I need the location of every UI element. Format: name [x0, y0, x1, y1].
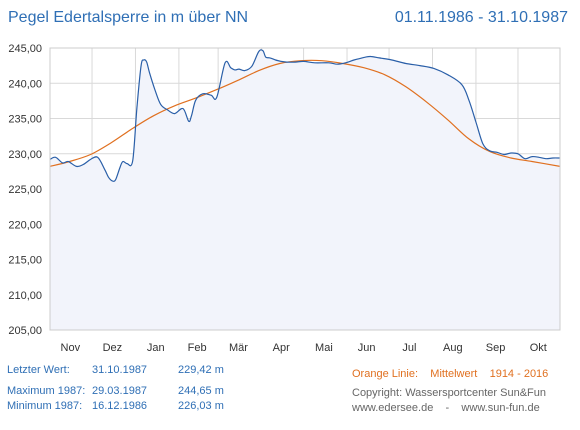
level-area-fill — [50, 49, 560, 331]
x-tick-label: Okt — [530, 342, 547, 354]
x-tick-label: Jan — [147, 342, 165, 354]
x-tick-label: Mai — [315, 342, 333, 354]
y-tick-label: 215,00 — [8, 255, 42, 267]
y-tick-label: 210,00 — [8, 290, 42, 302]
last-value-date: 31.10.1987 — [92, 364, 148, 376]
x-axis-ticks: Nov Dez Jan Feb Mär Apr Mai Jun Jul Aug Sep Okt — [61, 342, 547, 354]
chart-title: Pegel Edertalsperre in m über NN — [8, 9, 249, 26]
y-tick-label: 225,00 — [8, 184, 42, 196]
x-tick-label: Feb — [188, 342, 207, 354]
maximum-date: 29.03.1987 — [92, 385, 148, 397]
stats-panel: Letzter Wert: 31.10.1987 229,42 m Maximu… — [7, 364, 347, 424]
x-tick-label: Apr — [273, 342, 290, 354]
minimum-level: 226,03 m — [178, 400, 224, 412]
y-tick-label: 240,00 — [8, 78, 42, 90]
y-tick-label: 235,00 — [8, 114, 42, 126]
maximum-level: 244,65 m — [178, 385, 224, 397]
y-tick-label: 230,00 — [8, 149, 42, 161]
legend-label: Orange Linie: — [352, 368, 419, 380]
minimum-date: 16.12.1986 — [92, 400, 148, 412]
minimum-label: Minimum 1987: — [7, 400, 83, 412]
plot-frame — [49, 47, 561, 331]
x-tick-label: Jun — [358, 342, 376, 354]
maximum-label: Maximum 1987: — [7, 385, 86, 397]
mittelwert-series-line — [49, 59, 561, 167]
x-tick-label: Jul — [402, 342, 416, 354]
x-tick-label: Nov — [61, 342, 81, 354]
copyright-text: Copyright: Wassersportcenter Sun&Fun — [352, 387, 547, 399]
y-axis-ticks: 205,00 210,00 215,00 220,00 225,00 230,00 235,… — [8, 43, 42, 337]
chart-period: 01.11.1986 - 31.10.1987 — [394, 9, 568, 26]
last-value-level: 229,42 m — [178, 364, 224, 376]
x-tick-label: Mär — [229, 342, 248, 354]
x-tick-label: Sep — [486, 342, 506, 354]
last-value-label: Letzter Wert: — [7, 364, 70, 376]
legend-mean: Orange Linie: Mittelwert 1914 - 2016 — [352, 368, 548, 380]
x-tick-label: Dez — [103, 342, 123, 354]
y-tick-label: 245,00 — [8, 43, 42, 55]
website-links: www.edersee.de - www.sun-fun.de — [352, 402, 540, 414]
y-tick-label: 220,00 — [8, 219, 42, 231]
legend-range: 1914 - 2016 — [489, 368, 549, 380]
legend-series-name: Mittelwert — [430, 368, 478, 380]
y-tick-label: 205,00 — [8, 325, 42, 337]
level-series-line — [49, 49, 561, 182]
x-tick-label: Aug — [443, 342, 463, 354]
